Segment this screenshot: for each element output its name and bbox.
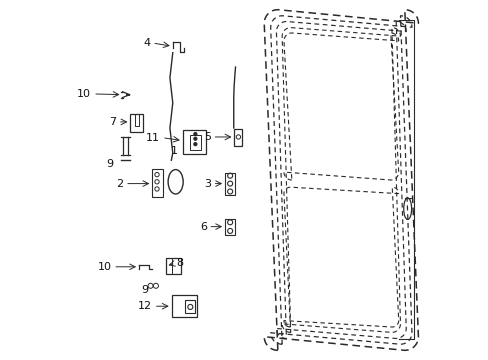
Bar <box>152 169 163 197</box>
Bar <box>130 114 143 132</box>
Text: 12: 12 <box>138 301 152 311</box>
Bar <box>224 219 235 234</box>
Text: 10: 10 <box>97 262 111 272</box>
Bar <box>224 173 235 195</box>
Text: 1: 1 <box>171 146 178 156</box>
Bar <box>165 258 180 274</box>
Text: 5: 5 <box>203 132 211 142</box>
Bar <box>183 130 206 154</box>
Bar <box>234 129 242 146</box>
Text: 10: 10 <box>77 89 91 99</box>
Text: 11: 11 <box>145 133 160 143</box>
Bar <box>185 300 195 314</box>
Text: 9: 9 <box>106 159 113 169</box>
Bar <box>171 296 196 317</box>
Bar <box>190 135 201 149</box>
Circle shape <box>194 133 196 135</box>
Text: 9: 9 <box>141 285 148 296</box>
Circle shape <box>194 143 196 145</box>
Circle shape <box>194 137 196 140</box>
Text: 2: 2 <box>116 179 123 189</box>
Text: 7: 7 <box>109 117 116 127</box>
Text: 8: 8 <box>176 258 183 268</box>
Text: 4: 4 <box>143 38 150 48</box>
Text: 3: 3 <box>203 179 211 189</box>
Text: 6: 6 <box>200 222 206 231</box>
